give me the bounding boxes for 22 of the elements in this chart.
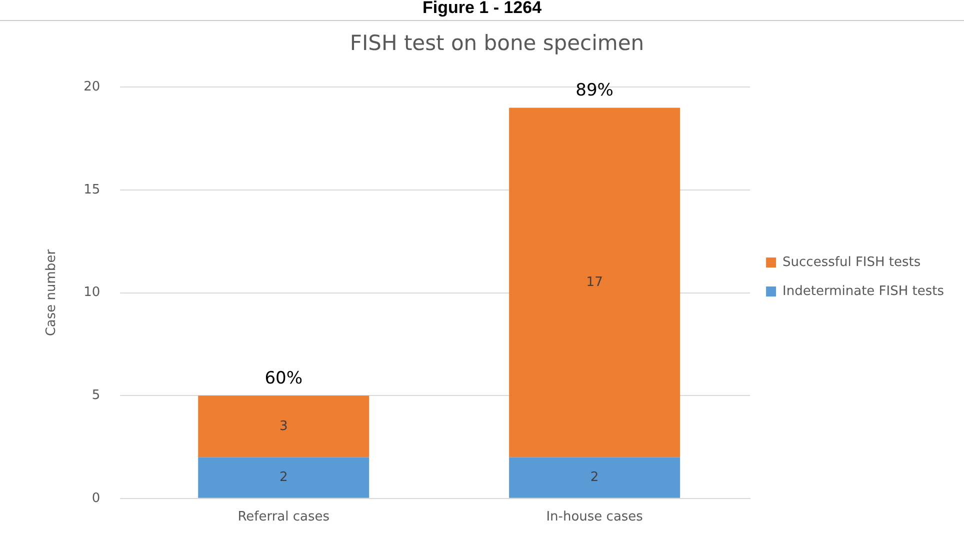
bar [198,396,370,458]
data-label: 2 [279,470,288,485]
data-label: 3 [279,418,288,434]
y-tick-label: 10 [84,285,100,300]
y-tick-label: 0 [92,490,100,506]
data-label: 2 [590,470,599,485]
legend-label: Indeterminate FISH tests [782,284,944,299]
bar [198,457,370,498]
annotation: 89% [576,80,614,101]
bar [509,457,680,498]
data-label: 17 [586,274,603,290]
annotation: 60% [264,368,303,389]
x-tick-label: In-house cases [546,510,644,525]
y-tick-label: 5 [92,388,100,403]
bar [509,108,680,458]
y-axis-title: Case number [44,248,60,336]
x-tick-label: Referral cases [238,510,330,525]
caption: Figure 1 - 1264 [421,0,543,19]
y-tick-label: 15 [84,182,100,198]
y-tick-label: 20 [84,80,100,95]
legend-label: Successful FISH tests [782,254,921,270]
chart-title: FISH test on bone specimen [350,31,644,56]
